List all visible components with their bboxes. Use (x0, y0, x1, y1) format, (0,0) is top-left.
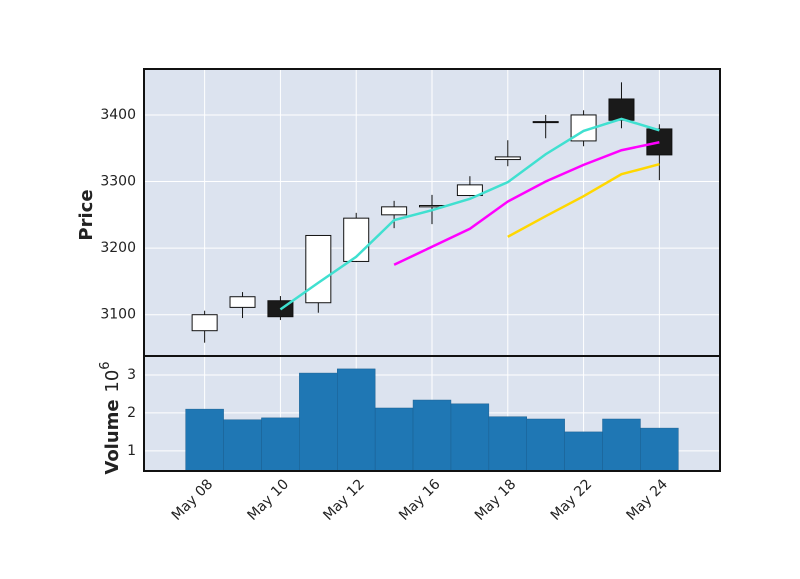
moving-average (279, 117, 660, 311)
candle-body (608, 98, 635, 121)
price-label: Price (76, 189, 97, 240)
candle-body (646, 128, 673, 156)
volume-bar (299, 372, 338, 472)
x-tick-label: May 12 (320, 476, 368, 524)
volume-bar (374, 407, 414, 472)
x-tick-label: May 10 (245, 476, 293, 524)
volume-bar (564, 431, 603, 472)
volume-label: Volume (102, 399, 123, 474)
y-tick-label: 3400 (100, 107, 136, 123)
candle-body (229, 296, 256, 308)
y-tick-label: 2 (127, 405, 136, 421)
y-tick-label: 3200 (100, 240, 136, 256)
y-tick-label: 1 (127, 443, 136, 459)
y-tick-label: 3 (127, 367, 136, 383)
candle-body (494, 156, 521, 161)
candle-body (456, 184, 483, 197)
volume-bar (640, 427, 679, 472)
volume-bar (450, 403, 490, 472)
y-tick-label: 3100 (100, 307, 136, 323)
volume-frame (143, 355, 721, 472)
x-tick-label: May 22 (548, 476, 596, 524)
candle-body (305, 234, 332, 304)
candle-body (191, 314, 218, 332)
moving-average (507, 163, 660, 238)
volume-bar (261, 417, 300, 472)
volume-bar (185, 408, 224, 472)
volume-bar (223, 419, 262, 472)
volume-bar (488, 416, 527, 472)
candle-body (381, 206, 408, 216)
x-tick-label: May 08 (169, 476, 217, 524)
offset-base: 10 (102, 370, 123, 393)
x-tick-label: May 16 (396, 476, 444, 524)
x-tick-label: May 18 (472, 476, 520, 524)
volume-bar (526, 418, 565, 472)
y-tick-label: 3300 (100, 174, 136, 190)
moving-average (393, 141, 660, 266)
volume-bar (412, 399, 452, 472)
x-tick-label: May 24 (623, 476, 671, 524)
volume-bar (602, 418, 641, 472)
candle-body (343, 217, 370, 262)
offset-exp: 6 (98, 361, 113, 369)
volume-offset: 106 (98, 361, 124, 392)
candle-body (532, 121, 559, 124)
volume-bar (337, 368, 376, 472)
